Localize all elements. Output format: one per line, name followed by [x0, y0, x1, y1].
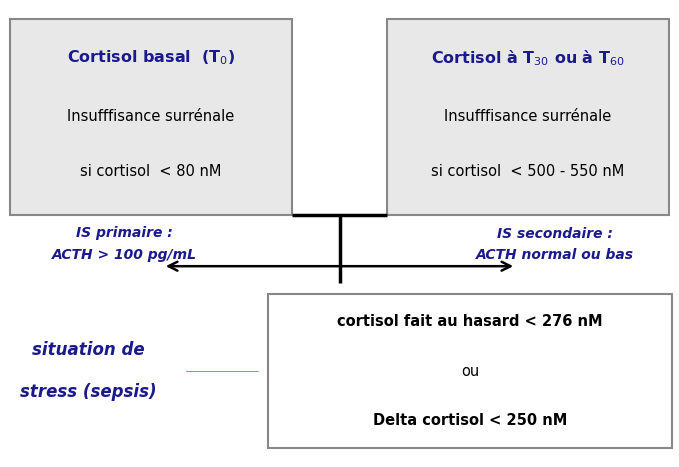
Text: IS secondaire :: IS secondaire : — [497, 226, 613, 241]
Text: situation de: situation de — [32, 341, 145, 359]
Text: IS primaire :: IS primaire : — [75, 226, 172, 241]
Text: Cortisol basal  (T$_0$): Cortisol basal (T$_0$) — [67, 49, 235, 67]
Text: Delta cortisol < 250 nM: Delta cortisol < 250 nM — [373, 413, 568, 428]
Bar — [268, 294, 672, 448]
Text: si cortisol  < 500 - 550 nM: si cortisol < 500 - 550 nM — [431, 164, 625, 179]
Bar — [10, 19, 292, 215]
Text: Cortisol à T$_{30}$ ou à T$_{60}$: Cortisol à T$_{30}$ ou à T$_{60}$ — [431, 48, 625, 68]
Bar — [387, 19, 669, 215]
Text: ACTH > 100 pg/mL: ACTH > 100 pg/mL — [52, 248, 196, 262]
Text: Insufffisance surrénale: Insufffisance surrénale — [444, 109, 612, 124]
Text: si cortisol  < 80 nM: si cortisol < 80 nM — [80, 164, 222, 179]
Text: cortisol fait au hasard < 276 nM: cortisol fait au hasard < 276 nM — [337, 314, 603, 329]
Text: ACTH normal ou bas: ACTH normal ou bas — [476, 248, 634, 262]
Text: stress (sepsis): stress (sepsis) — [20, 383, 157, 401]
Text: Insufffisance surrénale: Insufffisance surrénale — [67, 109, 235, 124]
Text: ou: ou — [461, 364, 479, 379]
